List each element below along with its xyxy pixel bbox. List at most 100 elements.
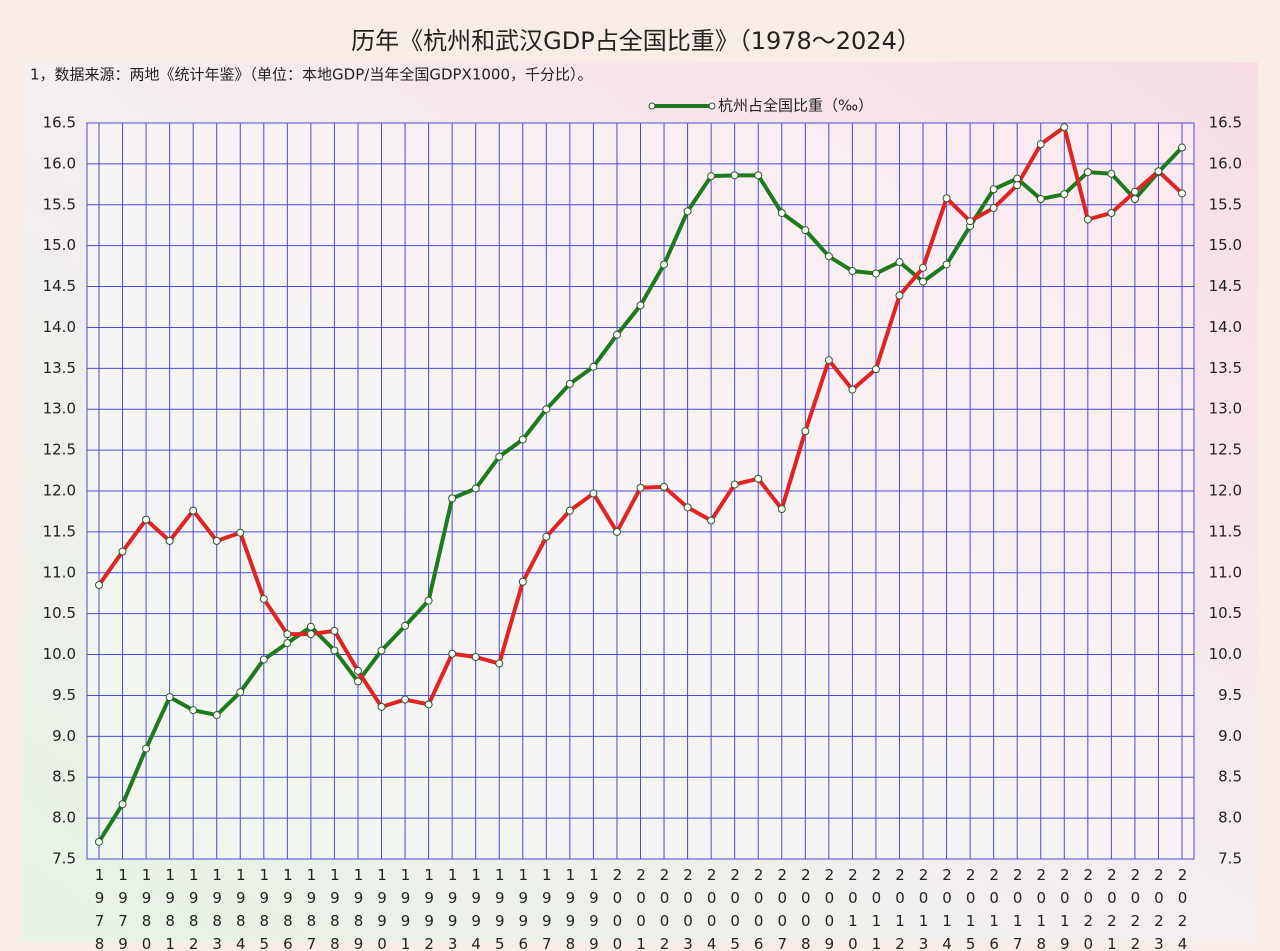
x-tick-label: 2019 [1056, 866, 1074, 951]
data-point [1036, 140, 1045, 149]
x-tick-label: 2015 [962, 866, 980, 951]
x-tick-label: 1998 [561, 866, 579, 951]
data-point [824, 252, 833, 261]
data-point [495, 452, 504, 461]
x-tick-label: 1978 [91, 866, 109, 951]
data-point [966, 217, 975, 226]
y-tick-label: 10.0 [43, 645, 76, 663]
data-point [353, 666, 362, 675]
y-tick-label-right: 13.5 [1209, 359, 1242, 377]
data-point [1083, 168, 1092, 177]
data-point [353, 677, 362, 686]
x-tick-label: 2014 [938, 866, 956, 951]
data-point [1178, 189, 1186, 198]
data-point [989, 204, 998, 213]
data-point [589, 489, 598, 498]
x-tick-label: 1993 [444, 866, 462, 951]
data-point [565, 506, 574, 515]
data-point [142, 515, 151, 524]
data-point [1083, 215, 1092, 224]
x-tick-label: 2004 [703, 866, 721, 951]
y-tick-label-right: 12.0 [1209, 482, 1242, 500]
data-point [306, 630, 315, 639]
x-tick-label: 1996 [514, 866, 532, 951]
data-point [542, 532, 551, 541]
x-tick-label: 1999 [585, 866, 603, 951]
y-tick-label-right: 9.5 [1218, 686, 1242, 704]
x-tick-label: 2024 [1174, 866, 1192, 951]
data-point [636, 483, 645, 492]
x-tick-label: 1986 [279, 866, 297, 951]
chart-title: 历年《杭州和武汉GDP占全国比重》（1978～2024） [351, 27, 921, 55]
y-tick-label: 11.0 [43, 563, 76, 581]
data-point [424, 700, 433, 709]
y-tick-label-right: 11.5 [1209, 522, 1242, 540]
y-tick-label: 14.0 [43, 318, 76, 336]
data-point [1036, 195, 1045, 204]
data-point [1060, 190, 1069, 199]
data-point [448, 494, 457, 503]
data-point [401, 695, 410, 704]
x-tick-label: 2023 [1150, 866, 1168, 951]
data-point [919, 277, 928, 286]
data-point [942, 260, 951, 269]
y-tick-label: 16.0 [43, 154, 76, 172]
data-point [471, 484, 480, 493]
data-point [871, 365, 880, 374]
chart-subtitle: 1，数据来源：两地《统计年鉴》（单位：本地GDP/当年全国GDPX1000，千分… [30, 66, 593, 84]
x-tick-label: 1985 [255, 866, 273, 951]
x-tick-label: 1983 [208, 866, 226, 951]
data-point [1013, 181, 1022, 190]
x-tick-label: 2011 [867, 866, 885, 951]
legend-label: 杭州占全国比重（‰） [718, 97, 873, 115]
x-tick-label: 2016 [985, 866, 1003, 951]
data-point [848, 267, 857, 276]
y-tick-label-right: 9.0 [1218, 727, 1242, 745]
y-tick-label: 13.0 [43, 400, 76, 418]
y-tick-label-right: 14.0 [1209, 318, 1242, 336]
data-point [660, 260, 669, 269]
data-point [801, 226, 810, 235]
data-point [1154, 167, 1163, 176]
x-tick-label: 2007 [773, 866, 791, 951]
y-tick-label-right: 8.0 [1218, 809, 1242, 827]
data-point [1107, 169, 1116, 178]
x-tick-label: 2018 [1032, 866, 1050, 951]
y-tick-label: 7.5 [52, 850, 76, 868]
x-tick-label: 2001 [632, 866, 650, 951]
data-point [283, 639, 292, 648]
y-tick-label: 14.5 [43, 277, 76, 295]
y-tick-label-right: 10.5 [1209, 604, 1242, 622]
x-tick-label: 1995 [491, 866, 509, 951]
data-point [660, 482, 669, 491]
data-point [565, 379, 574, 388]
data-point [95, 581, 103, 590]
data-point [259, 594, 268, 603]
data-point [589, 362, 598, 371]
y-tick-label: 11.5 [43, 522, 76, 540]
data-point [518, 577, 527, 586]
x-tick-label: 1984 [232, 866, 250, 951]
data-point [424, 596, 433, 605]
data-point [612, 527, 621, 536]
data-point [636, 301, 645, 310]
data-point [989, 185, 998, 194]
y-tick-label-right: 13.0 [1209, 400, 1242, 418]
y-tick-label: 9.0 [52, 727, 76, 745]
data-point [330, 646, 339, 655]
data-point [518, 435, 527, 444]
x-tick-label: 2021 [1103, 866, 1121, 951]
y-tick-label: 12.0 [43, 482, 76, 500]
x-tick-label: 1981 [161, 866, 179, 951]
data-point [754, 171, 763, 180]
x-tick-label: 2009 [820, 866, 838, 951]
data-point [95, 837, 103, 846]
x-tick-label: 1994 [467, 866, 485, 951]
data-point [377, 646, 386, 655]
data-point [448, 649, 457, 658]
data-point [471, 653, 480, 662]
x-tick-label: 2008 [797, 866, 815, 951]
data-point [801, 427, 810, 436]
y-tick-label-right: 12.5 [1209, 441, 1242, 459]
